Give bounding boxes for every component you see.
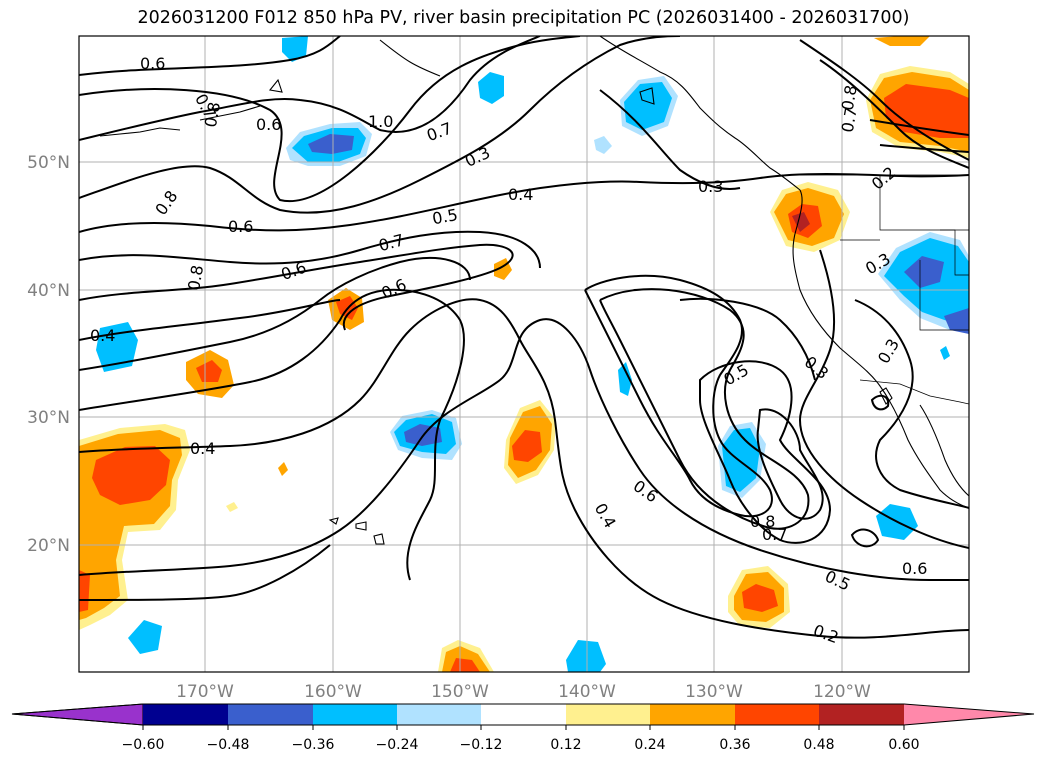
negative-region	[282, 36, 308, 62]
colorbar-tick-label: −0.24	[376, 737, 419, 753]
coastlines	[99, 36, 969, 545]
positive-region	[92, 446, 170, 505]
colorbar-tick-label: −0.12	[460, 737, 503, 753]
colorbar-bin	[481, 704, 566, 725]
contour-label: 0.6	[256, 115, 281, 134]
negative-region	[618, 362, 632, 396]
colorbar-bin	[735, 704, 819, 725]
positive-region	[196, 360, 222, 382]
contour-label: 0.3	[698, 177, 723, 196]
gridlines	[79, 36, 969, 672]
contour-label: 0.6	[902, 559, 927, 578]
contour-label: 1.0	[368, 112, 393, 131]
map-title: 2026031200 F012 850 hPa PV, river basin …	[137, 8, 910, 28]
negative-region	[944, 308, 969, 334]
lat-label: 40°N	[27, 281, 70, 301]
map-frame	[78, 35, 970, 673]
colorbar-tick-label: 0.36	[719, 737, 750, 753]
lon-label: 150°W	[431, 682, 489, 702]
colorbar-bin	[819, 704, 904, 725]
colorbar-bin	[566, 704, 650, 725]
lat-label: 30°N	[27, 408, 70, 428]
positive-region	[226, 502, 238, 512]
pv-contours	[79, 36, 969, 639]
positive-region	[874, 36, 930, 46]
shaded-regions	[79, 36, 969, 672]
negative-region	[308, 134, 354, 154]
contour-label: 0.4	[508, 185, 533, 204]
contour-label: 0.5	[431, 205, 459, 228]
lon-label: 130°W	[685, 682, 743, 702]
colorbar-tick-label: −0.36	[292, 737, 335, 753]
contour-label: 0.4	[190, 439, 215, 458]
colorbar-under-extension	[11, 703, 144, 726]
colorbar-tick-label: −0.48	[207, 737, 250, 753]
colorbar-tick-label: 0.48	[803, 737, 834, 753]
colorbar-tick-label: −0.60	[122, 737, 165, 753]
lat-label: 20°N	[27, 536, 70, 556]
negative-region	[904, 256, 944, 288]
map-content	[79, 36, 969, 672]
lon-label: 160°W	[304, 682, 362, 702]
contour-label: 0.7	[762, 525, 787, 544]
colorbar-bin	[397, 704, 481, 725]
negative-region	[478, 72, 504, 104]
positive-region	[79, 570, 90, 612]
positive-region	[278, 462, 288, 476]
lat-label: 50°N	[27, 153, 70, 173]
colorbar-tick-label: 0.60	[888, 737, 919, 753]
contour-label: 0.6	[228, 217, 253, 236]
negative-region	[624, 82, 672, 130]
contour-label: 0.7	[838, 106, 861, 134]
positive-region	[512, 430, 542, 462]
lon-labels: 170°W 160°W 150°W 140°W 130°W 120°W	[176, 682, 871, 702]
contour-label: 0.8	[838, 84, 861, 112]
lat-labels: 50°N 40°N 30°N 20°N	[27, 153, 70, 556]
colorbar-tick-marks	[142, 725, 905, 730]
positive-region	[450, 658, 480, 672]
colorbar-tick-label: 0.12	[550, 737, 581, 753]
colorbar: −0.60 −0.48 −0.36 −0.24 −0.12 0.12 0.24 …	[11, 703, 1035, 753]
negative-region	[128, 620, 162, 654]
positive-region	[792, 212, 810, 232]
positive-region	[884, 84, 969, 138]
colorbar-bin	[143, 704, 228, 725]
negative-region	[566, 640, 606, 672]
positive-region	[742, 584, 778, 612]
colorbar-bin	[650, 704, 735, 725]
colorbar-tick-label: 0.24	[634, 737, 665, 753]
contour-label: 0.6	[140, 54, 165, 73]
lon-label: 140°W	[558, 682, 616, 702]
colorbar-over-extension	[904, 704, 1034, 725]
colorbar-bin	[313, 704, 397, 725]
contour-label: 0.8	[201, 100, 224, 128]
colorbar-bin	[228, 704, 313, 725]
contour-label: 0.8	[184, 264, 207, 292]
borders	[782, 174, 969, 405]
lon-label: 120°W	[813, 682, 871, 702]
negative-region	[940, 346, 950, 360]
lon-label: 170°W	[176, 682, 234, 702]
contour-label: 0.4	[90, 326, 115, 345]
contour-label: 0.8	[750, 512, 775, 531]
negative-region	[594, 136, 612, 154]
